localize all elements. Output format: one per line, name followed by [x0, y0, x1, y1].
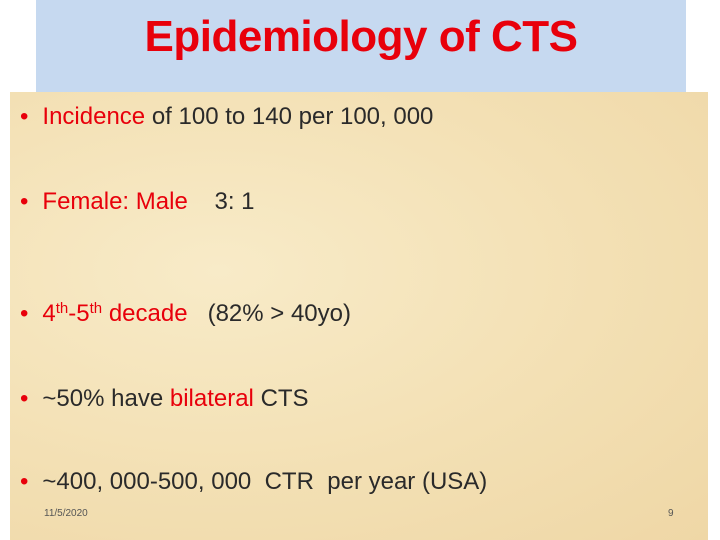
text: 3: 1 — [214, 188, 255, 215]
text: Incidence — [42, 103, 146, 130]
footer-date: 11/5/2020 — [44, 508, 88, 519]
text: bilateral — [169, 385, 254, 412]
superscript: th — [89, 300, 103, 317]
text: Female: Male — [42, 188, 188, 215]
page-number: 9 — [668, 508, 674, 519]
bullet: • 4th-5th decade (82% > 40yo) — [20, 300, 351, 327]
title: Epidemiology of CTS — [144, 12, 578, 61]
background — [10, 92, 708, 540]
bullet: • ~50% have bilateral CTS — [20, 385, 309, 412]
title-band — [36, 0, 686, 92]
bullet: • Female: Male 3: 1 — [20, 188, 255, 215]
text: CTS — [260, 385, 309, 412]
text: 4 — [42, 300, 56, 327]
text: of 100 to 140 per 100, 000 — [151, 103, 434, 130]
text: -5 — [68, 300, 90, 327]
bullet: • ~400, 000-500, 000 CTR per year (USA) — [20, 468, 488, 495]
text: ~400, 000-500, 000 CTR per year (USA) — [42, 468, 488, 495]
text: decade — [108, 300, 188, 327]
bullet: • Incidence of 100 to 140 per 100, 000 — [20, 103, 434, 130]
text: ~50% have — [42, 385, 164, 412]
text: (82% > 40yo) — [207, 300, 351, 327]
superscript: th — [55, 300, 69, 317]
